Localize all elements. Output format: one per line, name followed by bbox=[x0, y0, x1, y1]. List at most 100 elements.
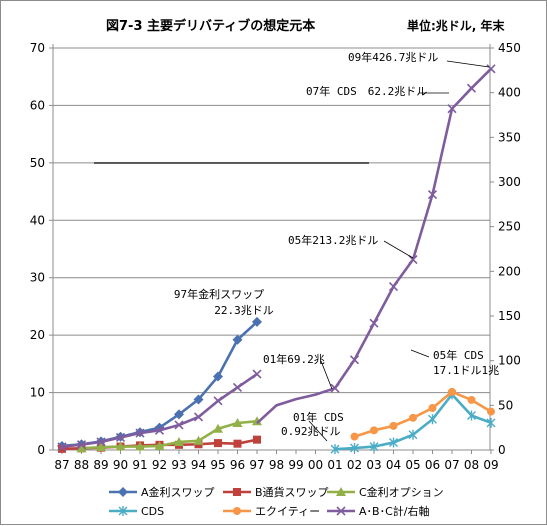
left-tick-label: 50 bbox=[30, 156, 45, 170]
annotation-label: 01年69.2兆 bbox=[263, 352, 325, 366]
data-point bbox=[369, 441, 379, 452]
left-tick-label: 20 bbox=[30, 328, 45, 342]
annotation-leader bbox=[320, 360, 333, 390]
x-tick-label: 03 bbox=[366, 458, 381, 472]
x-tick-label: 06 bbox=[425, 458, 440, 472]
series-segment bbox=[256, 386, 336, 425]
right-tick-label: 250 bbox=[498, 220, 521, 234]
data-point bbox=[336, 487, 346, 496]
data-point bbox=[118, 506, 128, 516]
x-tick-label: 01 bbox=[327, 458, 342, 472]
annotation-label: 17.1ドル1兆 bbox=[433, 364, 499, 377]
left-tick-label: 60 bbox=[30, 98, 45, 112]
annotation-label: 01年 CDS bbox=[293, 410, 344, 424]
data-point bbox=[76, 440, 87, 450]
data-point bbox=[466, 83, 477, 93]
data-point bbox=[174, 436, 184, 446]
data-point bbox=[214, 439, 222, 448]
legend-label: A･B･C計/右軸 bbox=[359, 504, 429, 518]
data-point bbox=[115, 432, 126, 443]
data-point bbox=[232, 382, 243, 393]
annotation-leader bbox=[446, 60, 490, 68]
left-tick-label: 10 bbox=[30, 386, 45, 400]
x-tick-label: 91 bbox=[132, 458, 147, 472]
x-tick-label: 90 bbox=[113, 458, 128, 472]
x-tick-label: 97 bbox=[249, 458, 264, 472]
series-エクイティー bbox=[350, 387, 495, 441]
x-tick-label: 94 bbox=[191, 458, 206, 472]
legend-label: エクイティー bbox=[255, 505, 320, 518]
data-point bbox=[428, 414, 437, 425]
x-tick-label: 96 bbox=[230, 458, 245, 472]
legend-item: エクイティー bbox=[223, 505, 320, 518]
data-point bbox=[154, 440, 165, 450]
annotation-label: 05年213.2兆ドル bbox=[288, 233, 378, 247]
x-tick-label: 02 bbox=[347, 458, 362, 472]
series-line bbox=[333, 67, 492, 389]
data-point bbox=[408, 429, 418, 440]
x-tick-label: 05 bbox=[405, 458, 420, 472]
x-tick-label: 98 bbox=[269, 458, 284, 472]
data-point bbox=[252, 316, 262, 327]
data-point bbox=[135, 428, 145, 438]
right-tick-label: 450 bbox=[498, 41, 521, 55]
data-point bbox=[193, 435, 204, 445]
right-tick-label: 50 bbox=[498, 398, 513, 412]
data-point bbox=[174, 409, 184, 420]
data-point bbox=[447, 104, 457, 114]
annotation-label: 09年426.7兆ドル bbox=[348, 50, 438, 64]
data-point bbox=[388, 281, 399, 292]
annotation-label: 0.92兆ドル bbox=[281, 425, 341, 438]
data-point bbox=[330, 444, 340, 455]
data-point bbox=[467, 395, 476, 404]
legend-item: A･B･C計/右軸 bbox=[327, 504, 429, 518]
data-point bbox=[118, 487, 128, 497]
data-point bbox=[370, 426, 378, 435]
right-tick-label: 350 bbox=[498, 130, 521, 144]
data-point bbox=[96, 437, 106, 447]
x-tick-label: 00 bbox=[308, 458, 323, 472]
data-point bbox=[253, 435, 261, 444]
annotation-label: 07年 CDS 62.2兆ドル bbox=[306, 84, 427, 98]
data-point bbox=[58, 444, 66, 453]
x-tick-label: 89 bbox=[93, 458, 108, 472]
data-point bbox=[213, 396, 223, 406]
data-point bbox=[233, 507, 241, 515]
left-tick-label: 40 bbox=[30, 213, 45, 227]
data-point bbox=[448, 387, 456, 396]
data-point bbox=[369, 318, 379, 328]
legend-item: A金利スワップ bbox=[109, 485, 215, 499]
gridlines bbox=[53, 47, 490, 394]
series-line bbox=[81, 419, 258, 450]
data-point bbox=[467, 410, 476, 421]
series-A･B･C計/右軸 bbox=[57, 64, 496, 452]
data-point bbox=[349, 355, 360, 365]
data-point bbox=[232, 418, 243, 428]
data-point bbox=[350, 443, 359, 454]
annotation-leader bbox=[410, 349, 430, 358]
legend: A金利スワップ B通貨スワップ C金利オプション CDS エクイティー A･B･C計/右軸 bbox=[109, 485, 444, 518]
data-point bbox=[389, 421, 398, 430]
data-point bbox=[135, 441, 145, 451]
data-point bbox=[427, 189, 438, 200]
data-point bbox=[232, 334, 243, 345]
data-point bbox=[486, 64, 496, 74]
data-point bbox=[252, 416, 262, 426]
legend-label: C金利オプション bbox=[359, 485, 444, 499]
legend-label: A金利スワップ bbox=[141, 485, 215, 499]
plot-area bbox=[57, 64, 496, 455]
right-tick-label: 400 bbox=[498, 86, 521, 100]
data-point bbox=[428, 404, 437, 413]
annotation-label: 97年金利スワップ bbox=[174, 287, 264, 301]
unit-label: 単位:兆ドル, 年末 bbox=[407, 18, 506, 33]
series-C金利オプション bbox=[76, 416, 262, 453]
right-tick-label: 100 bbox=[498, 354, 521, 368]
axes: 0102030405060700501001502002503003504004… bbox=[30, 41, 521, 472]
series-CDS bbox=[330, 389, 496, 455]
data-point bbox=[336, 506, 346, 516]
legend-item: B通貨スワップ bbox=[223, 485, 329, 499]
right-tick-label: 200 bbox=[498, 264, 521, 278]
data-point bbox=[96, 442, 106, 452]
annotation-leader bbox=[308, 420, 328, 442]
annotations: 09年426.7兆ドル 07年 CDS 62.2兆ドル 05年213.2兆ドル 97年… bbox=[174, 50, 499, 442]
